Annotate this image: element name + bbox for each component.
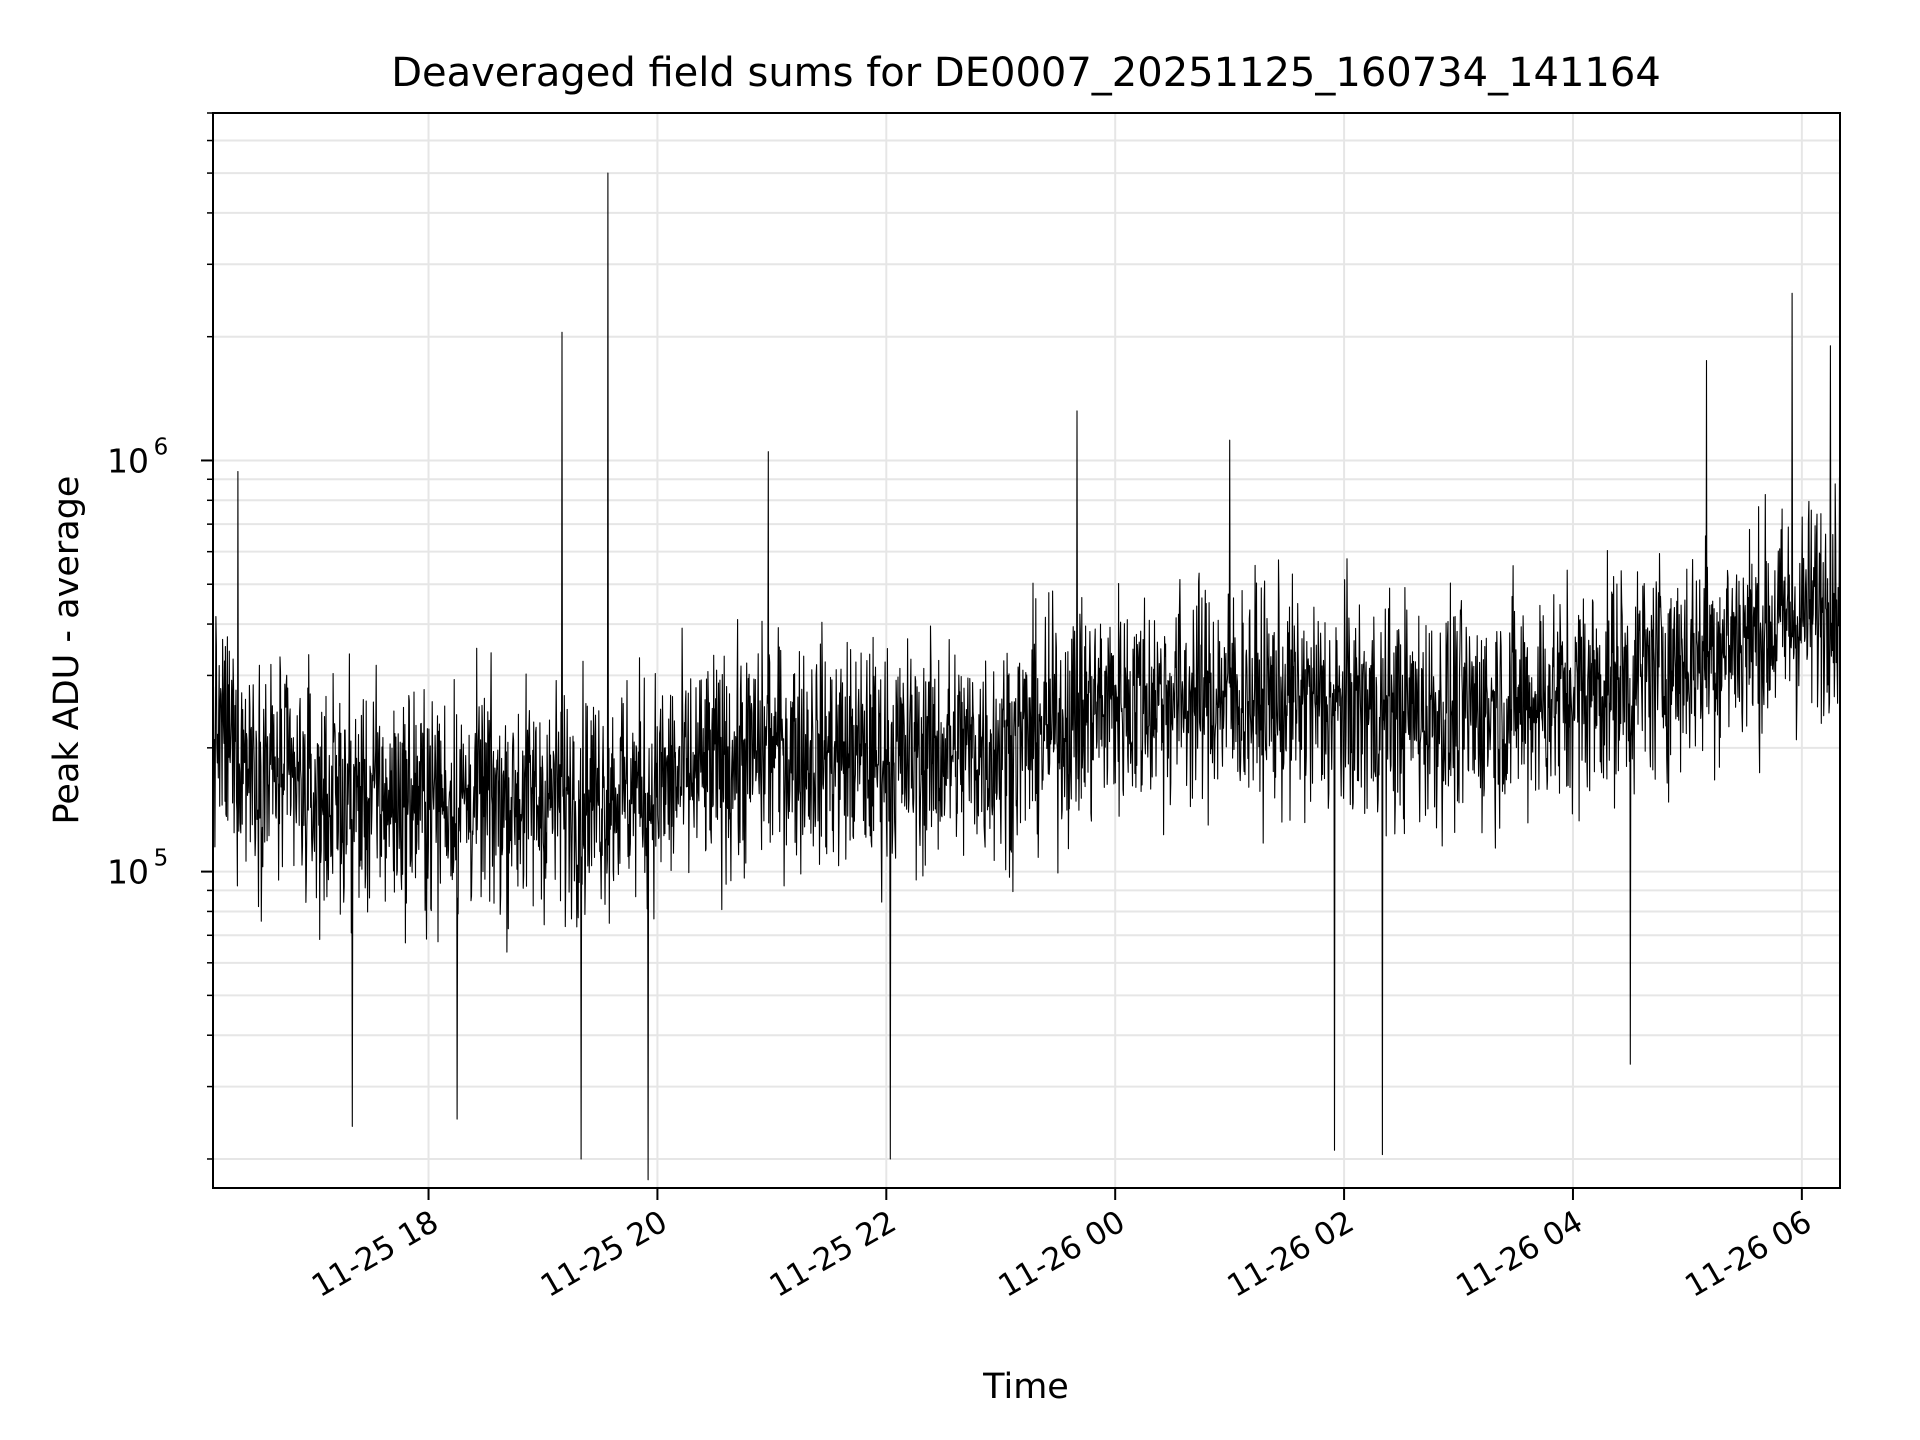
y-tick-label: 10 <box>107 853 149 892</box>
chart-title: Deaveraged field sums for DE0007_2025112… <box>391 50 1661 96</box>
plot-frame <box>212 112 1841 1189</box>
series-line-path <box>212 172 1841 1181</box>
y-tick-exponent: 5 <box>154 846 169 872</box>
series-line <box>212 172 1841 1181</box>
y-tick-label: 10 <box>107 441 149 480</box>
x-axis-label: Time <box>982 1367 1069 1407</box>
y-tick-exponent: 6 <box>154 434 169 460</box>
y-axis-label: Peak ADU - average <box>47 476 87 825</box>
